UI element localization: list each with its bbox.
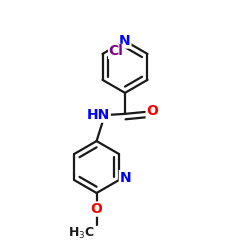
Text: H$_3$C: H$_3$C bbox=[68, 226, 95, 242]
Text: HN: HN bbox=[87, 108, 110, 122]
Text: O: O bbox=[146, 104, 158, 118]
Text: N: N bbox=[120, 170, 131, 184]
Text: Cl: Cl bbox=[109, 44, 124, 59]
Text: N: N bbox=[119, 34, 131, 48]
Text: O: O bbox=[91, 202, 102, 216]
